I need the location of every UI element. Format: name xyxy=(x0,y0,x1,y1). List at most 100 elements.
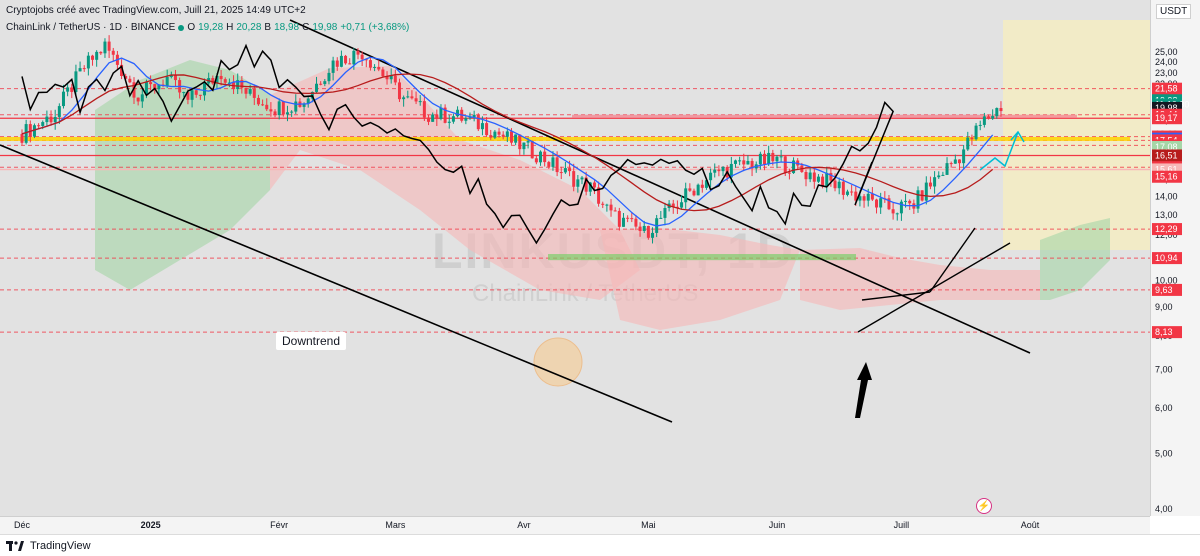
candle-body xyxy=(290,111,294,113)
candle-body xyxy=(559,172,563,174)
candle-body xyxy=(572,171,576,187)
candle xyxy=(949,161,953,168)
green-support-zone xyxy=(548,254,856,261)
candle xyxy=(733,159,737,168)
candle-body xyxy=(20,133,24,143)
candle-body xyxy=(360,54,364,60)
candle-body xyxy=(451,116,455,122)
candle-body xyxy=(974,125,978,140)
quote-currency-badge[interactable]: USDT xyxy=(1156,4,1192,19)
candle-body xyxy=(700,184,704,188)
candle-body xyxy=(651,232,655,238)
kijun-sen-line xyxy=(21,73,994,212)
candle-body xyxy=(410,96,414,99)
candle-body xyxy=(240,80,244,88)
candle xyxy=(713,163,717,178)
candle-body xyxy=(82,68,86,70)
candle xyxy=(74,64,78,97)
price-tag: 8,13 xyxy=(1152,326,1182,339)
candle-body xyxy=(348,63,352,65)
candle-body xyxy=(173,74,177,81)
candle-body xyxy=(991,116,995,119)
price-chart[interactable]: 25,0024,0023,0022,0021,0020,0019,0018,00… xyxy=(0,0,1200,534)
candle-body xyxy=(875,199,879,208)
candle-body xyxy=(215,75,219,84)
candle-body xyxy=(78,68,82,72)
candle xyxy=(20,129,24,145)
candle-body xyxy=(999,108,1003,112)
up-arrow-icon xyxy=(855,362,872,418)
candle-body xyxy=(223,79,227,83)
candle-body xyxy=(182,92,186,94)
candle xyxy=(165,69,169,89)
candle-body xyxy=(663,207,667,218)
candle xyxy=(696,183,700,196)
candle-body xyxy=(953,159,957,164)
candle-body xyxy=(588,182,592,192)
candle xyxy=(688,183,692,192)
time-axis[interactable] xyxy=(0,516,1150,534)
candle xyxy=(70,83,74,99)
candle-body xyxy=(978,124,982,126)
candle-body xyxy=(771,152,775,162)
candle-body xyxy=(107,41,111,51)
candle xyxy=(393,69,397,86)
candle-body xyxy=(696,184,700,196)
symbol-legend[interactable]: ChainLink / TetherUS · 1D · BINANCE O 19,… xyxy=(6,22,409,33)
candle xyxy=(410,90,414,100)
candle xyxy=(136,97,140,106)
candle-body xyxy=(949,163,953,165)
candle-body xyxy=(352,50,356,65)
candle xyxy=(472,110,476,122)
candle xyxy=(385,71,389,85)
ohlc-low: 18,98 xyxy=(274,22,300,33)
downtrend-annotation[interactable]: Downtrend xyxy=(276,332,347,350)
price-tag-label: 21,58 xyxy=(1155,84,1178,94)
candle xyxy=(891,202,895,220)
candle xyxy=(501,131,505,140)
candle-body xyxy=(24,124,28,143)
candle-body xyxy=(418,101,422,103)
price-tick-label: 6,00 xyxy=(1155,403,1173,413)
candle xyxy=(111,47,115,62)
candle-body xyxy=(331,60,335,73)
candle xyxy=(522,142,526,155)
candle xyxy=(937,171,941,179)
candle xyxy=(364,58,368,68)
candle-body xyxy=(368,60,372,68)
price-tag-label: 8,13 xyxy=(1155,327,1173,337)
candle-body xyxy=(601,203,605,205)
candle-body xyxy=(269,109,273,112)
candle xyxy=(45,110,49,126)
tradingview-logo-icon[interactable] xyxy=(6,540,24,551)
lightning-icon[interactable]: ⚡ xyxy=(976,498,992,514)
tenkan-sen-line xyxy=(21,56,994,227)
symbol-name[interactable]: ChainLink / TetherUS · 1D · BINANCE xyxy=(6,22,176,33)
candle xyxy=(845,189,849,197)
candle-body xyxy=(327,72,331,82)
candle-body xyxy=(970,137,974,140)
ohlc-open-label: O xyxy=(187,22,196,33)
candle-body xyxy=(32,125,36,137)
candle xyxy=(476,113,480,132)
candle xyxy=(518,134,522,155)
candle-body xyxy=(252,89,256,98)
ohlc-low-label: B xyxy=(264,22,272,33)
candle-body xyxy=(837,181,841,189)
price-tag-label: 15,61 xyxy=(1155,164,1178,174)
candle xyxy=(173,69,177,87)
candle-body xyxy=(49,116,53,123)
candle-body xyxy=(509,131,513,143)
ichimoku-cloud-bull xyxy=(95,60,270,290)
candle xyxy=(414,91,418,105)
candle xyxy=(841,177,845,200)
candle-body xyxy=(489,135,493,138)
candle xyxy=(91,54,95,66)
candle-body xyxy=(808,172,812,180)
candle xyxy=(140,87,144,108)
candle-body xyxy=(28,124,32,137)
candle xyxy=(95,50,99,67)
candle-body xyxy=(277,101,281,116)
projection-zone xyxy=(1003,20,1150,250)
candle-body xyxy=(111,50,115,55)
